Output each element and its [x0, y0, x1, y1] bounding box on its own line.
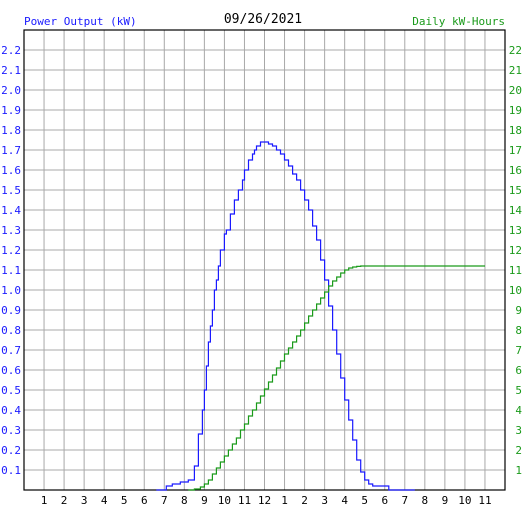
right-tick-label: 11	[509, 264, 522, 277]
right-tick-label: 8	[515, 324, 522, 337]
x-tick-label: 10	[458, 494, 471, 507]
left-tick-label: 1.5	[1, 184, 21, 197]
left-tick-label: 0.9	[1, 304, 21, 317]
x-tick-label: 3	[81, 494, 88, 507]
left-tick-label: 0.8	[1, 324, 21, 337]
grid	[24, 30, 505, 490]
right-tick-label: 4	[515, 404, 522, 417]
right-tick-label: 19	[509, 104, 522, 117]
left-tick-label: 0.7	[1, 344, 21, 357]
plot-border	[23, 29, 506, 491]
left-tick-label: 0.2	[1, 444, 21, 457]
right-tick-label: 10	[509, 284, 522, 297]
x-tick-label: 6	[381, 494, 388, 507]
right-tick-label: 1	[515, 464, 522, 477]
x-tick-label: 11	[238, 494, 251, 507]
left-tick-label: 1.1	[1, 264, 21, 277]
x-tick-label: 3	[321, 494, 328, 507]
x-tick-label: 11	[478, 494, 491, 507]
x-tick-label: 1	[41, 494, 48, 507]
x-axis-ticks: 1 2 3 4 5 6 7 8 9 10 11 12 1 2 3 4 5 6 7 8 9 10 11	[41, 494, 492, 507]
right-tick-label: 2	[515, 444, 522, 457]
chart-title: 09/26/2021	[224, 12, 302, 27]
x-tick-label: 7	[401, 494, 408, 507]
x-tick-label: 4	[341, 494, 348, 507]
left-tick-label: 1.0	[1, 284, 21, 297]
right-axis-title: Daily kW-Hours	[412, 15, 505, 28]
left-tick-label: 2.1	[1, 64, 21, 77]
left-tick-label: 0.1	[1, 464, 21, 477]
left-tick-label: 0.3	[1, 424, 21, 437]
left-tick-label: 0.6	[1, 364, 21, 377]
right-tick-label: 5	[515, 384, 522, 397]
left-axis-ticks: 0.1 0.2 0.3 0.4 0.5 0.6 0.7 0.8 0.9 1.0 1.1 1.2 1.3 1…	[1, 44, 21, 477]
right-tick-label: 17	[509, 144, 522, 157]
x-tick-label: 5	[121, 494, 128, 507]
left-tick-label: 1.2	[1, 244, 21, 257]
right-tick-label: 22	[509, 44, 522, 57]
x-tick-label: 9	[442, 494, 449, 507]
right-tick-label: 14	[509, 204, 523, 217]
plot-frame	[23, 29, 506, 491]
x-tick-label: 6	[141, 494, 148, 507]
right-tick-label: 15	[509, 184, 522, 197]
left-tick-label: 2.0	[1, 84, 21, 97]
x-tick-label: 2	[61, 494, 68, 507]
x-tick-label: 12	[258, 494, 271, 507]
x-tick-label: 1	[281, 494, 288, 507]
right-tick-label: 20	[509, 84, 522, 97]
x-tick-label: 4	[101, 494, 108, 507]
left-tick-label: 1.4	[1, 204, 21, 217]
left-tick-label: 0.5	[1, 384, 21, 397]
left-tick-label: 1.6	[1, 164, 21, 177]
power-output-line	[156, 141, 415, 491]
x-tick-label: 8	[422, 494, 429, 507]
left-tick-label: 2.2	[1, 44, 21, 57]
x-tick-label: 9	[201, 494, 208, 507]
right-tick-label: 13	[509, 224, 522, 237]
right-tick-label: 18	[509, 124, 522, 137]
right-tick-label: 3	[515, 424, 522, 437]
x-tick-label: 10	[218, 494, 231, 507]
left-tick-label: 1.8	[1, 124, 21, 137]
right-tick-label: 6	[515, 364, 522, 377]
x-tick-label: 5	[361, 494, 368, 507]
right-tick-label: 16	[509, 164, 522, 177]
series-layer	[156, 141, 485, 491]
left-tick-label: 1.9	[1, 104, 21, 117]
x-tick-label: 2	[301, 494, 308, 507]
left-tick-label: 0.4	[1, 404, 21, 417]
left-tick-label: 1.3	[1, 224, 21, 237]
daily-energy-line	[188, 265, 485, 491]
right-tick-label: 7	[515, 344, 522, 357]
x-tick-label: 7	[161, 494, 168, 507]
right-tick-label: 21	[509, 64, 522, 77]
x-tick-label: 8	[181, 494, 188, 507]
right-tick-label: 12	[509, 244, 522, 257]
left-tick-label: 1.7	[1, 144, 21, 157]
left-axis-title: Power Output (kW)	[24, 15, 137, 28]
right-tick-label: 9	[515, 304, 522, 317]
